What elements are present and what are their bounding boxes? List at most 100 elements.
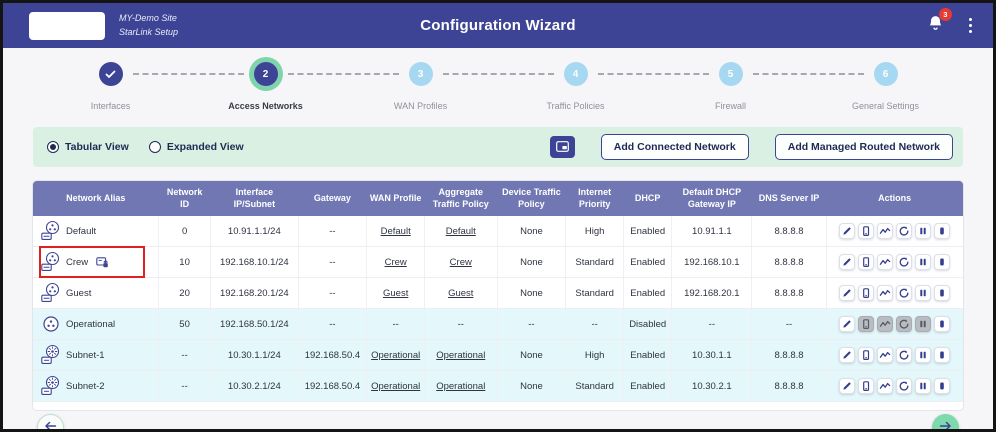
step-label: WAN Profiles [393,101,448,111]
pause-action-button[interactable] [915,254,932,271]
stop-action-button[interactable] [934,285,951,302]
edit-action-button[interactable] [839,254,856,271]
stop-action-button[interactable] [934,378,951,395]
table-row: Subnet-1 -- 10.30.1.1/24 192.168.50.4 Op… [33,339,963,372]
stop-action-button[interactable] [934,254,951,271]
edit-action-button[interactable] [839,285,856,302]
cell-wan-profile: Crew [366,246,425,279]
cell-internet-priority: Standard [565,277,624,310]
col-interface-ip-subnet: Interface IP/Subnet [210,181,299,217]
panel-view-button[interactable] [549,136,575,158]
radio-expanded-view[interactable]: Expanded View [148,141,244,153]
edit-action-button[interactable] [839,223,856,240]
routed-network-icon [41,344,61,366]
cell-actions [826,246,963,279]
wan-profile-link[interactable]: Crew [384,256,407,268]
back-button[interactable] [37,414,64,429]
stop-action-button[interactable] [934,347,951,364]
notifications-button[interactable]: 3 [927,8,952,37]
cell-device-traffic-policy: None [497,216,567,248]
cell-gateway: -- [298,246,368,279]
aggregate-traffic-policy-link[interactable]: Crew [449,256,472,268]
activity-action-button[interactable] [877,378,894,395]
wan-profile-link[interactable]: Operational [371,349,421,361]
stop-action-button[interactable] [934,316,951,333]
pause-action-button[interactable] [915,223,932,240]
pause-action-button[interactable] [915,285,932,302]
cell-wan-profile: Operational [366,370,425,403]
cell-gateway: -- [298,216,368,248]
header: MY-Demo Site StarLink Setup Configuratio… [3,3,993,48]
stop-action-button[interactable] [934,223,951,240]
devices-action-button[interactable] [858,285,875,302]
col-gateway: Gateway [298,181,367,217]
pause-action-button[interactable] [915,378,932,395]
restart-action-button[interactable] [896,254,913,271]
aggregate-traffic-policy-link[interactable]: Default [445,225,476,237]
cell-network-alias: Crew [33,246,160,279]
cell-dns-server-ip: 8.8.8.8 [751,277,827,310]
cell-network-alias: Guest [33,277,160,310]
pause-action-button[interactable] [915,347,932,364]
devices-action-button [858,316,875,333]
cell-internet-priority: High [565,339,624,372]
edit-action-button[interactable] [839,378,856,395]
next-button[interactable] [932,414,959,429]
cell-dns-server-ip: 8.8.8.8 [751,339,827,372]
devices-action-button[interactable] [858,378,875,395]
devices-action-button[interactable] [858,223,875,240]
wan-profile-link[interactable]: Operational [371,380,421,392]
restart-action-button[interactable] [896,285,913,302]
activity-action-button[interactable] [877,254,894,271]
table-row: Default 0 10.91.1.1/24 -- Default Defaul… [33,216,963,248]
step-firewall[interactable]: 5 Firewall [653,62,864,111]
activity-action-button[interactable] [877,285,894,302]
cell-actions [826,370,963,403]
aggregate-traffic-policy-link[interactable]: Operational [436,349,486,361]
cell-device-traffic-policy: None [497,277,567,310]
step-access-networks[interactable]: 2 Access Networks [188,62,399,111]
network-alias-label: Subnet-2 [66,380,105,392]
restart-action-button[interactable] [896,347,913,364]
restart-action-button[interactable] [896,223,913,240]
cell-actions [826,216,963,248]
devices-action-button[interactable] [858,254,875,271]
edit-action-button[interactable] [839,316,856,333]
devices-action-button[interactable] [858,347,875,364]
col-network-id: Network ID [158,181,211,217]
col-wan-profile: WAN Profile [366,181,425,217]
restart-action-button[interactable] [896,378,913,395]
step-interfaces[interactable]: Interfaces [33,62,244,111]
step-number: 5 [718,62,743,86]
step-traffic-policies[interactable]: 4 Traffic Policies [498,62,709,111]
cell-dhcp: Enabled [623,277,673,310]
cell-internet-priority: Standard [565,370,624,403]
cell-wan-profile: Default [366,216,425,248]
cell-network-id: -- [158,339,212,372]
edit-action-button[interactable] [839,347,856,364]
radio-tabular-view[interactable]: Tabular View [47,141,129,153]
step-general-settings[interactable]: 6 General Settings [808,62,963,111]
kebab-menu-button[interactable] [964,15,977,36]
table-row: Subnet-2 -- 10.30.2.1/24 192.168.50.4 Op… [33,370,963,403]
add-managed-routed-network-button[interactable]: Add Managed Routed Network [774,134,953,160]
wan-profile-link[interactable]: Default [380,225,411,237]
cell-network-id: 50 [158,308,212,341]
step-label: General Settings [851,101,920,111]
cell-interface-ip-subnet: 192.168.10.1/24 [210,246,299,279]
notification-badge: 3 [938,8,952,21]
wizard-footer-nav [33,410,963,429]
networks-table-card: Network Alias Network ID Interface IP/Su… [33,181,963,411]
add-connected-network-button[interactable]: Add Connected Network [600,134,749,160]
cell-actions [826,308,963,341]
activity-action-button[interactable] [877,347,894,364]
bell-icon [927,16,944,36]
activity-action-button [877,316,894,333]
cell-aggregate-traffic-policy: Operational [424,370,498,403]
wan-profile-link[interactable]: Guest [382,287,409,299]
activity-action-button[interactable] [877,223,894,240]
aggregate-traffic-policy-link[interactable]: Operational [436,380,486,392]
connected-network-icon [41,251,61,273]
aggregate-traffic-policy-link[interactable]: Guest [448,287,474,299]
step-wan-profiles[interactable]: 3 WAN Profiles [343,62,554,111]
